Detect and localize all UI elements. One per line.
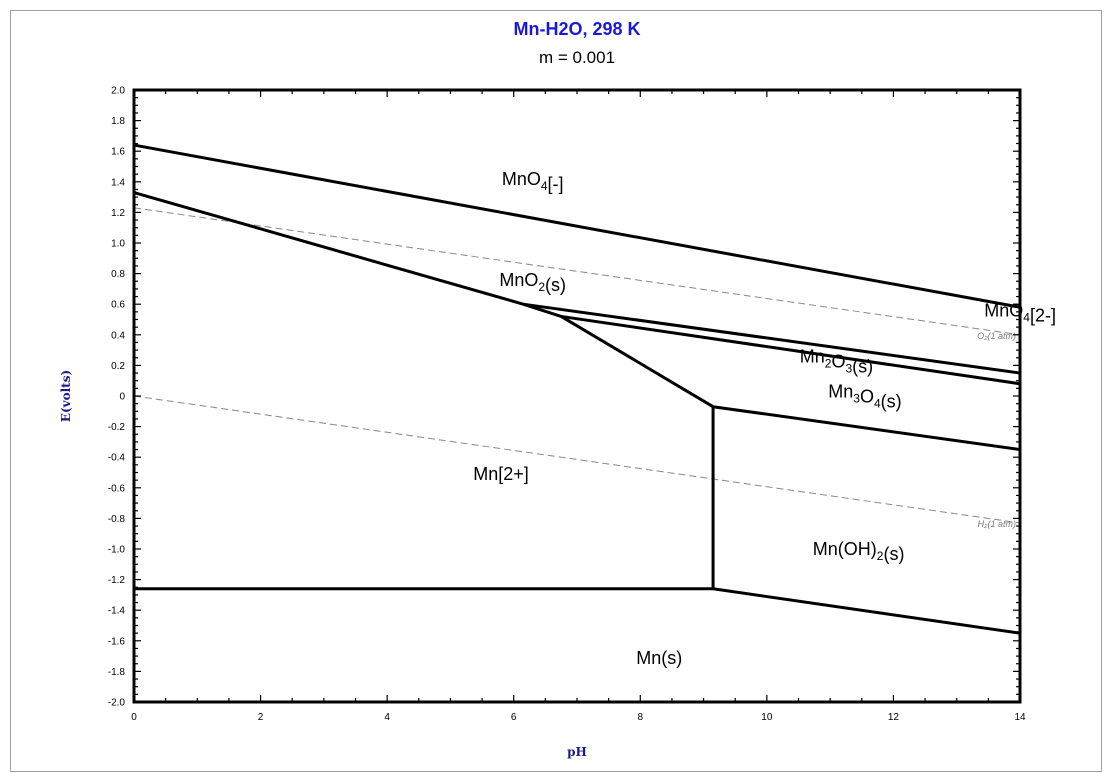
y-tick-label: -0.2 xyxy=(108,422,126,433)
phase-boundary-line xyxy=(133,143,1021,309)
y-tick-label: -1.0 xyxy=(108,545,126,556)
y-tick-label: -0.6 xyxy=(108,483,126,494)
phase-boundary-line xyxy=(560,314,1021,386)
x-tick-label: 6 xyxy=(511,712,517,723)
phase-boundary-line xyxy=(560,315,714,408)
y-tick-label: 0.2 xyxy=(111,361,125,372)
phase-boundary-line xyxy=(522,302,562,318)
region-label: Mn3O4(s) xyxy=(828,382,901,412)
phase-boundary-line xyxy=(712,587,1021,635)
phase-boundary-line xyxy=(133,191,524,306)
x-tick-label: 12 xyxy=(888,712,900,723)
region-label: MnO4[-] xyxy=(502,169,564,194)
x-tick-label: 2 xyxy=(258,712,264,723)
y-tick-label: 1.6 xyxy=(111,147,125,158)
y-tick-label: 0 xyxy=(119,392,125,403)
x-tick-label: 4 xyxy=(384,712,390,723)
x-axis-label: pH xyxy=(567,745,587,759)
reference-line-label: H₂(1 atm) xyxy=(978,519,1016,529)
y-tick-label: -0.4 xyxy=(108,453,126,464)
y-tick-label: 1.4 xyxy=(111,177,125,188)
region-label: Mn(OH)2(s) xyxy=(813,539,905,564)
y-tick-label: -1.8 xyxy=(108,667,126,678)
x-tick-label: 10 xyxy=(761,712,773,723)
chart-frame xyxy=(10,10,1102,772)
region-label: MnO4[2-] xyxy=(984,300,1056,325)
phase-boundaries xyxy=(133,143,1021,635)
y-axis-label: E(volts) xyxy=(59,370,73,422)
region-label: Mn2O3(s) xyxy=(800,346,873,376)
axis-ticks: 0 2 4 6 8 10 12 14 2.0 1.8 1.6 1.4 1.2 1.0 0.8 0.6 0.4 0.… xyxy=(108,86,1026,724)
region-label: Mn(s) xyxy=(636,648,682,668)
chart-subtitle: m = 0.001 xyxy=(539,48,615,67)
y-tick-label: -1.6 xyxy=(108,636,126,647)
reference-line xyxy=(133,395,1021,524)
region-labels: MnO4[-] MnO2(s) MnO4[2-] Mn2O3(s) Mn3O4(s) Mn… xyxy=(473,169,1056,668)
reference-line-label: O₂(1 atm) xyxy=(977,331,1016,341)
x-tick-label: 8 xyxy=(638,712,644,723)
y-tick-label: -0.8 xyxy=(108,514,126,525)
reference-lines: O₂(1 atm) H₂(1 atm) xyxy=(133,207,1021,529)
y-tick-label: 1.0 xyxy=(111,239,125,250)
phase-boundary-line xyxy=(523,302,1021,375)
y-tick-label: -2.0 xyxy=(108,698,126,709)
y-tick-label: -1.2 xyxy=(108,575,126,586)
y-tick-label: 0.6 xyxy=(111,300,125,311)
x-tick-label: 0 xyxy=(131,712,137,723)
y-tick-label: 2.0 xyxy=(111,86,125,97)
y-tick-label: -1.4 xyxy=(108,606,126,617)
y-tick-label: 0.8 xyxy=(111,269,125,280)
chart-title: Mn-H2O, 298 K xyxy=(513,19,640,39)
x-tick-label: 14 xyxy=(1014,712,1026,723)
y-tick-label: 1.8 xyxy=(111,116,125,127)
phase-boundary-line xyxy=(712,405,1021,452)
y-tick-label: 0.4 xyxy=(111,330,125,341)
y-tick-label: 1.2 xyxy=(111,208,125,219)
region-label: MnO2(s) xyxy=(499,270,566,295)
region-label: Mn[2+] xyxy=(473,464,529,484)
reference-line xyxy=(133,207,1021,336)
